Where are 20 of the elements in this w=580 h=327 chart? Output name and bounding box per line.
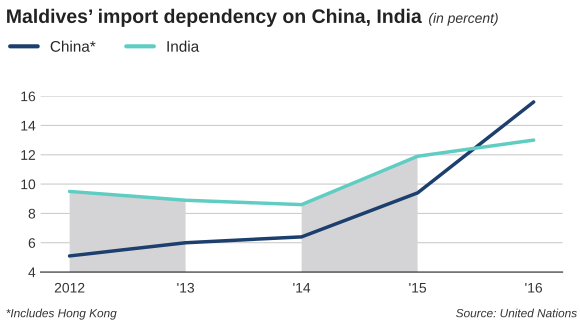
source-note: Source: United Nations: [456, 308, 577, 318]
y-tick-label: 14: [21, 120, 36, 130]
y-tick-label: 10: [21, 179, 36, 190]
line-series: [68, 138, 536, 206]
y-tick-label: 16: [21, 91, 36, 102]
legend-label: China*: [50, 40, 96, 52]
y-tick-label: 6: [28, 238, 36, 248]
y-tick-label: 12: [21, 150, 36, 160]
chart-title: Maldives’ import dependency on China, India: [7, 8, 422, 27]
y-tick-label: 8: [28, 208, 36, 219]
x-tick-label: '14: [293, 282, 310, 293]
x-tick-label: 2012: [54, 282, 84, 293]
line-series: [68, 100, 536, 258]
x-tick-label: '15: [409, 282, 426, 293]
x-tick-label: '16: [525, 282, 542, 293]
legend-label: India: [167, 40, 200, 52]
chart-subtitle: (in percent): [429, 12, 498, 26]
text: *Includes Hong Kong: [6, 308, 117, 320]
x-tick-label: '13: [177, 282, 194, 293]
y-tick-label: 4: [28, 268, 36, 278]
